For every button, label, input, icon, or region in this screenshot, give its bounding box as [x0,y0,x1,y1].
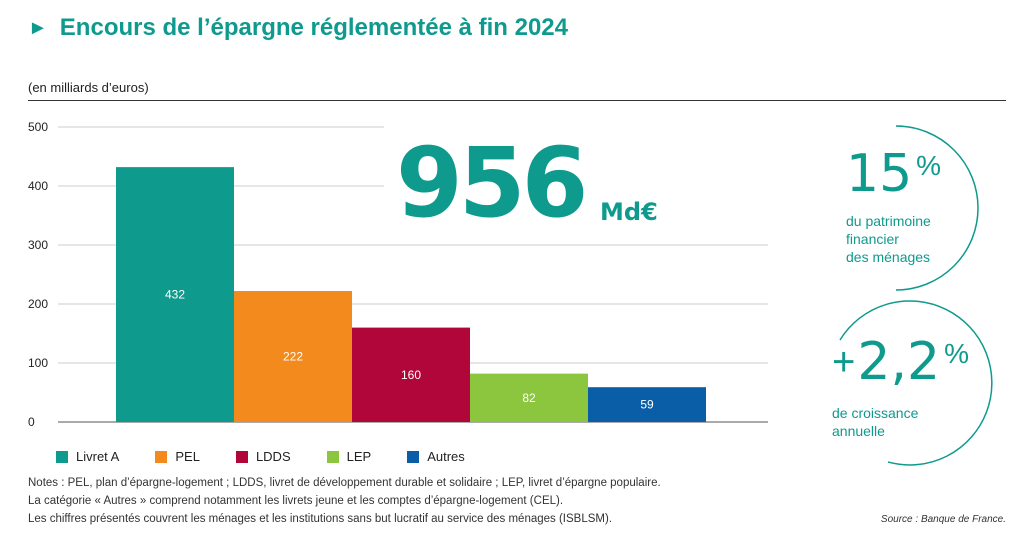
notes: Notes : PEL, plan d’épargne-logement ; L… [28,474,828,528]
unit-label: (en milliards d’euros) [28,80,149,95]
stat-growth: + 2,2 % de croissance annuelle [832,334,969,440]
legend-label: LEP [346,449,372,464]
chart-title-text: Encours de l’épargne réglementée à fin 2… [59,14,568,41]
legend-item: LEP [326,449,372,464]
stat-circle-share [895,125,979,291]
legend-swatch [407,450,420,463]
note-line: La catégorie « Autres » comprend notamme… [28,495,564,507]
bar-value-label: 160 [401,368,421,382]
legend-label: Autres [427,449,465,464]
legend-item: Livret A [56,449,119,464]
legend: Livret A PEL LDDS LEP Autres [56,449,465,464]
bar-pel [234,291,352,422]
bar-value-label: 222 [283,350,303,364]
bar-value-label: 432 [165,288,185,302]
legend-swatch [56,450,68,463]
bar-ldds [352,327,470,422]
total-unit: Md€ [600,198,658,226]
legend-item: LDDS [235,449,291,464]
stat-share-label-line: du patrimoine [846,213,931,229]
legend-swatch [235,450,248,463]
legend-item: PEL [155,449,200,464]
source: Source : Banque de France. [880,514,1006,525]
legend-label: Livret A [76,449,120,464]
y-tick-label: 0 [28,415,35,429]
legend-label: PEL [175,449,200,464]
y-tick-label: 400 [28,179,48,193]
bar-value-labels: 432 222 160 82 59 [165,288,654,412]
legend-item: Autres [407,449,465,464]
stat-growth-prefix: + [832,340,856,384]
legend-swatch [155,450,168,463]
stat-growth-unit: % [944,338,969,369]
stat-growth-value: 2,2 [857,332,941,392]
legend-swatch [326,450,339,463]
triangle-bullet-icon: ► [28,16,48,39]
y-tick-label: 200 [28,297,48,311]
note-line: Les chiffres présentés couvrent les ména… [28,513,613,525]
stat-share-unit: % [916,150,942,181]
y-tick-label: 500 [28,120,48,134]
bar-lep [470,373,588,422]
bar-value-label: 82 [522,391,536,405]
bar-livret-a [116,167,234,422]
legend-label: LDDS [255,449,291,464]
stat-growth-label-line: annuelle [832,423,885,439]
bars [116,167,706,422]
stat-circle-growth [839,300,993,466]
stat-growth-label-line: de croissance [832,405,919,421]
stat-share-label-line: financier [846,231,899,247]
bar-value-label: 59 [640,398,654,412]
y-tick-label: 300 [28,238,48,252]
stat-share-label-line: des ménages [846,249,931,265]
bar-autres [588,387,706,422]
note-line: Notes : PEL, plan d’épargne-logement ; L… [28,477,661,489]
total-value: 956 [396,127,588,239]
chart-title: ► Encours de l’épargne réglementée à fin… [28,14,568,42]
y-tick-labels: 0 100 200 300 400 500 [28,120,48,429]
y-tick-label: 100 [28,356,48,370]
top-divider [28,100,1006,101]
stat-share-value: 15 [846,144,913,204]
stat-share: 15 % du patrimoine financier des ménages [846,146,941,266]
